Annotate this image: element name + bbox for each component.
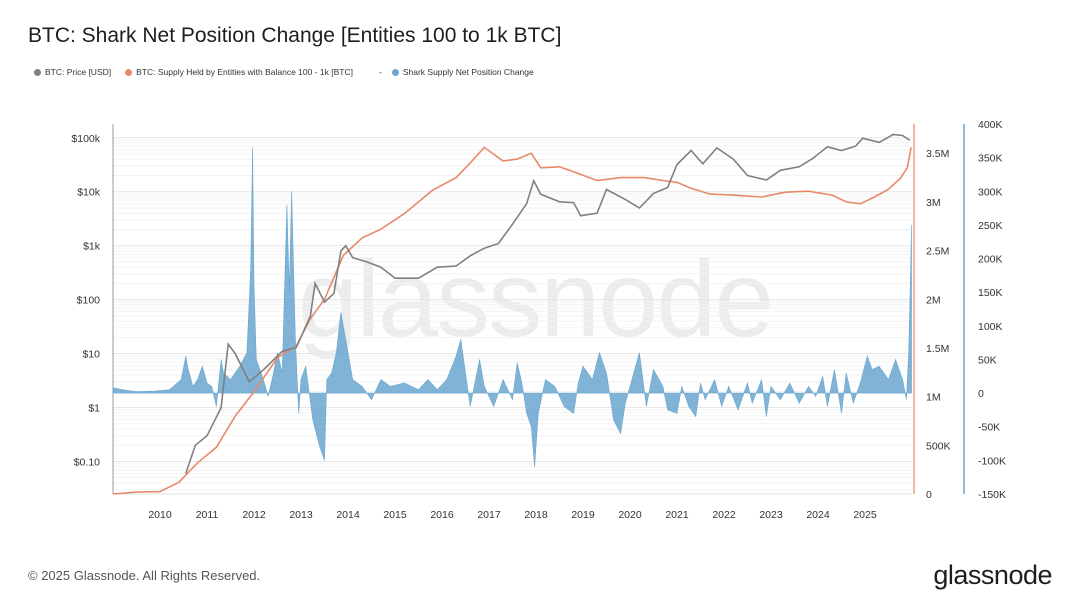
- supply-dot-icon: [125, 68, 133, 76]
- price-tick-label: $100: [77, 295, 101, 307]
- legend-item-netchange[interactable]: Shark Supply Net Position Change: [391, 67, 534, 77]
- legend-item-supply[interactable]: BTC: Supply Held by Entities with Balanc…: [125, 67, 353, 77]
- x-tick-label: 2013: [289, 509, 313, 521]
- copyright-footer: © 2025 Glassnode. All Rights Reserved.: [28, 568, 261, 583]
- supply-tick-label: 2M: [926, 294, 941, 306]
- netchange-tick-label: 350K: [978, 153, 1003, 165]
- netchange-tick-label: -50K: [978, 422, 1000, 434]
- price-tick-label: $100k: [71, 133, 100, 145]
- x-tick-label: 2010: [148, 509, 172, 521]
- x-tick-label: 2017: [477, 509, 501, 521]
- x-tick-label: 2015: [383, 509, 407, 521]
- legend-item-price[interactable]: BTC: Price [USD]: [34, 67, 111, 77]
- supply-tick-label: 1M: [926, 392, 941, 404]
- price-tick-label: $1: [88, 403, 100, 415]
- series-supply-line: [112, 146, 912, 495]
- legend: BTC: Price [USD] BTC: Supply Held by Ent…: [34, 67, 548, 77]
- legend-dash: -: [378, 67, 382, 77]
- netchange-tick-label: 150K: [978, 287, 1003, 299]
- brand-logo: glassnode: [933, 560, 1052, 590]
- supply-tick-label: 3M: [926, 197, 941, 209]
- price-tick-label: $10k: [77, 187, 101, 199]
- x-tick-label: 2020: [618, 509, 642, 521]
- netchange-tick-label: 0: [978, 388, 984, 400]
- series-price-line: [185, 133, 911, 474]
- x-tick-label: 2025: [853, 509, 877, 521]
- price-tick-label: $1k: [83, 241, 101, 253]
- supply-tick-label: 2.5M: [926, 246, 949, 258]
- netchange-tick-label: 50K: [978, 354, 997, 366]
- x-tick-label: 2018: [524, 509, 548, 521]
- series-netchange-area: [112, 147, 912, 468]
- price-tick-label: $10: [82, 349, 100, 361]
- legend-label-netchange: Shark Supply Net Position Change: [402, 67, 534, 77]
- price-dot-icon: [34, 68, 41, 76]
- supply-tick-label: 1.5M: [926, 343, 949, 355]
- x-tick-label: 2012: [242, 509, 266, 521]
- price-tick-label: $0.10: [74, 457, 100, 469]
- chart-title: BTC: Shark Net Position Change [Entities…: [28, 24, 562, 47]
- x-tick-label: 2014: [336, 509, 360, 521]
- netchange-dot-icon: [391, 68, 399, 76]
- netchange-tick-label: 400K: [978, 119, 1003, 131]
- x-tick-label: 2024: [806, 509, 830, 521]
- legend-label-price: BTC: Price [USD]: [45, 67, 112, 77]
- netchange-tick-label: 250K: [978, 220, 1003, 232]
- netchange-tick-label: -100K: [978, 455, 1006, 467]
- netchange-tick-label: 100K: [978, 321, 1003, 333]
- netchange-tick-label: 200K: [978, 254, 1003, 266]
- netchange-tick-label: -150K: [978, 489, 1006, 501]
- netchange-tick-label: 300K: [978, 186, 1003, 198]
- x-tick-label: 2022: [712, 509, 736, 521]
- x-tick-label: 2016: [430, 509, 454, 521]
- supply-tick-label: 500K: [926, 440, 951, 452]
- supply-tick-label: 0: [926, 489, 932, 501]
- supply-tick-label: 3.5M: [926, 148, 949, 160]
- x-tick-label: 2021: [665, 509, 689, 521]
- x-tick-label: 2011: [196, 509, 219, 521]
- legend-label-supply: BTC: Supply Held by Entities with Balanc…: [136, 67, 353, 77]
- x-tick-label: 2019: [571, 509, 595, 521]
- x-tick-label: 2023: [759, 509, 783, 521]
